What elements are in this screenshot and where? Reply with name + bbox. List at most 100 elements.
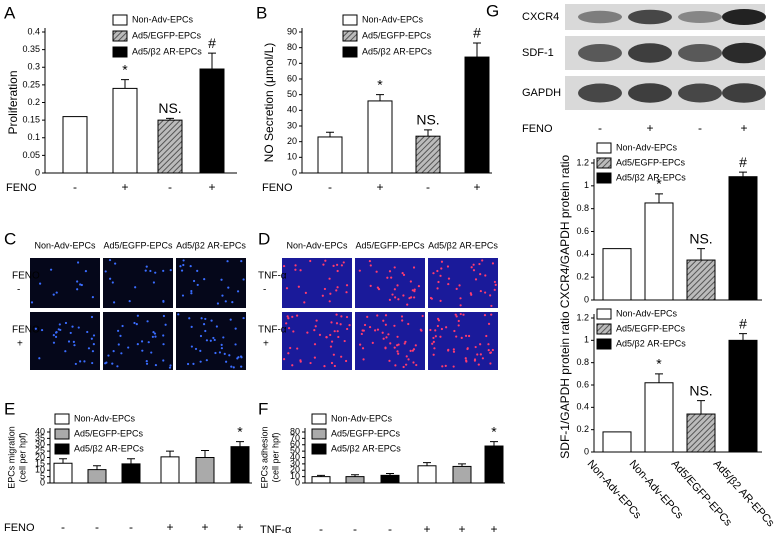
cell-dot	[222, 336, 225, 339]
cell-dot	[291, 364, 294, 367]
legend-label: Non-Adv-EPCs	[331, 413, 393, 423]
x-tick-label: -	[388, 522, 392, 536]
cell-dot	[384, 346, 387, 349]
error-bar	[351, 474, 359, 477]
cell-dot	[292, 330, 295, 333]
cell-dot	[199, 334, 203, 338]
legend-label: Ad5/EGFP-EPCs	[616, 323, 686, 333]
cell-dot	[328, 277, 331, 280]
x-tick-label: +	[490, 522, 497, 536]
y-tick-label: 10	[35, 465, 45, 475]
y-tick-label: 50	[290, 446, 300, 456]
error-bar	[458, 463, 466, 467]
cell-dot	[177, 313, 180, 316]
error-bar	[201, 449, 209, 458]
cell-dot	[336, 269, 339, 273]
cell-dot	[76, 288, 79, 291]
legend-label: Ad5/β2 AR-EPCs	[132, 46, 202, 56]
cell-dot	[464, 357, 467, 360]
y-tick-label: 0.1	[27, 132, 40, 142]
cell-dot	[361, 329, 364, 332]
cell-dot	[479, 353, 482, 356]
bar	[602, 431, 632, 453]
cell-dot	[145, 265, 148, 268]
cell-dot	[202, 323, 206, 326]
annotation: *	[656, 356, 662, 372]
blot-band	[722, 42, 766, 64]
cell-dot	[366, 315, 369, 318]
bar	[87, 469, 107, 484]
error-bar	[655, 193, 663, 203]
cell-dot	[330, 321, 333, 324]
bar	[157, 119, 183, 174]
y-tick-label: 30	[287, 120, 297, 130]
cell-dot	[169, 364, 172, 367]
cell-dot	[403, 342, 406, 345]
cell-dot	[296, 347, 299, 350]
cell-dot	[348, 323, 351, 327]
cell-dot	[189, 265, 192, 268]
y-tick-label: 40	[290, 452, 300, 462]
legend-swatch	[112, 14, 128, 26]
cell-dot	[417, 285, 421, 288]
cell-dot	[294, 264, 297, 267]
cell-dot	[180, 269, 184, 272]
y-tick-label: 30	[290, 458, 300, 468]
y-axis-label: (cell per hpf)	[270, 432, 280, 482]
cell-dot	[436, 269, 439, 273]
cell-dot	[64, 321, 68, 325]
cell-dot	[376, 286, 379, 289]
cell-dot	[389, 342, 392, 345]
x-tick-label: -	[73, 180, 77, 194]
error-bar	[59, 458, 67, 464]
y-tick-label: 0.4	[576, 249, 589, 259]
cell-dot	[489, 351, 493, 354]
cell-dot	[446, 265, 450, 268]
cell-dot	[120, 352, 123, 355]
cell-dot	[192, 279, 196, 283]
bar	[112, 87, 138, 174]
cell-dot	[431, 342, 434, 345]
cell-dot	[55, 331, 58, 334]
cell-dot	[309, 259, 312, 263]
y-tick-label: 70	[287, 58, 297, 68]
bar	[728, 176, 758, 301]
cell-dot	[49, 268, 53, 271]
cell-dot	[429, 296, 433, 300]
cell-dot	[299, 360, 302, 363]
cell-dot	[218, 351, 222, 354]
x-tick-label: +	[166, 520, 173, 534]
cell-dot	[232, 366, 235, 369]
cell-dot	[283, 358, 286, 361]
legend-swatch	[596, 308, 612, 320]
legend-swatch	[311, 413, 327, 425]
cell-dot	[477, 363, 480, 366]
cell-dot	[406, 303, 409, 306]
cell-dot	[490, 304, 493, 308]
cell-dot	[336, 286, 339, 289]
cell-dot	[105, 361, 108, 364]
annotation: NS.	[689, 230, 712, 246]
cell-dot	[339, 323, 342, 326]
cell-dot	[452, 348, 455, 351]
y-tick-label: 0.15	[22, 115, 40, 125]
cell-dot	[111, 362, 114, 365]
error-bar	[166, 450, 174, 457]
bar	[686, 413, 716, 453]
cell-dot	[39, 282, 42, 285]
micrograph	[30, 312, 100, 370]
x-axis-label: FENO	[6, 182, 37, 194]
cell-dot	[439, 299, 442, 303]
cell-dot	[388, 359, 391, 362]
blot-condition: -	[598, 121, 602, 135]
cell-dot	[434, 329, 437, 332]
cell-dot	[216, 302, 220, 305]
cell-dot	[169, 269, 172, 272]
cell-dot	[38, 357, 41, 360]
error-bar	[490, 441, 498, 447]
cell-dot	[467, 334, 471, 338]
row-label: TNF-α	[258, 271, 287, 282]
legend-swatch	[342, 14, 358, 26]
legend-label: Non-Adv-EPCs	[362, 14, 424, 24]
cell-dot	[220, 343, 223, 346]
